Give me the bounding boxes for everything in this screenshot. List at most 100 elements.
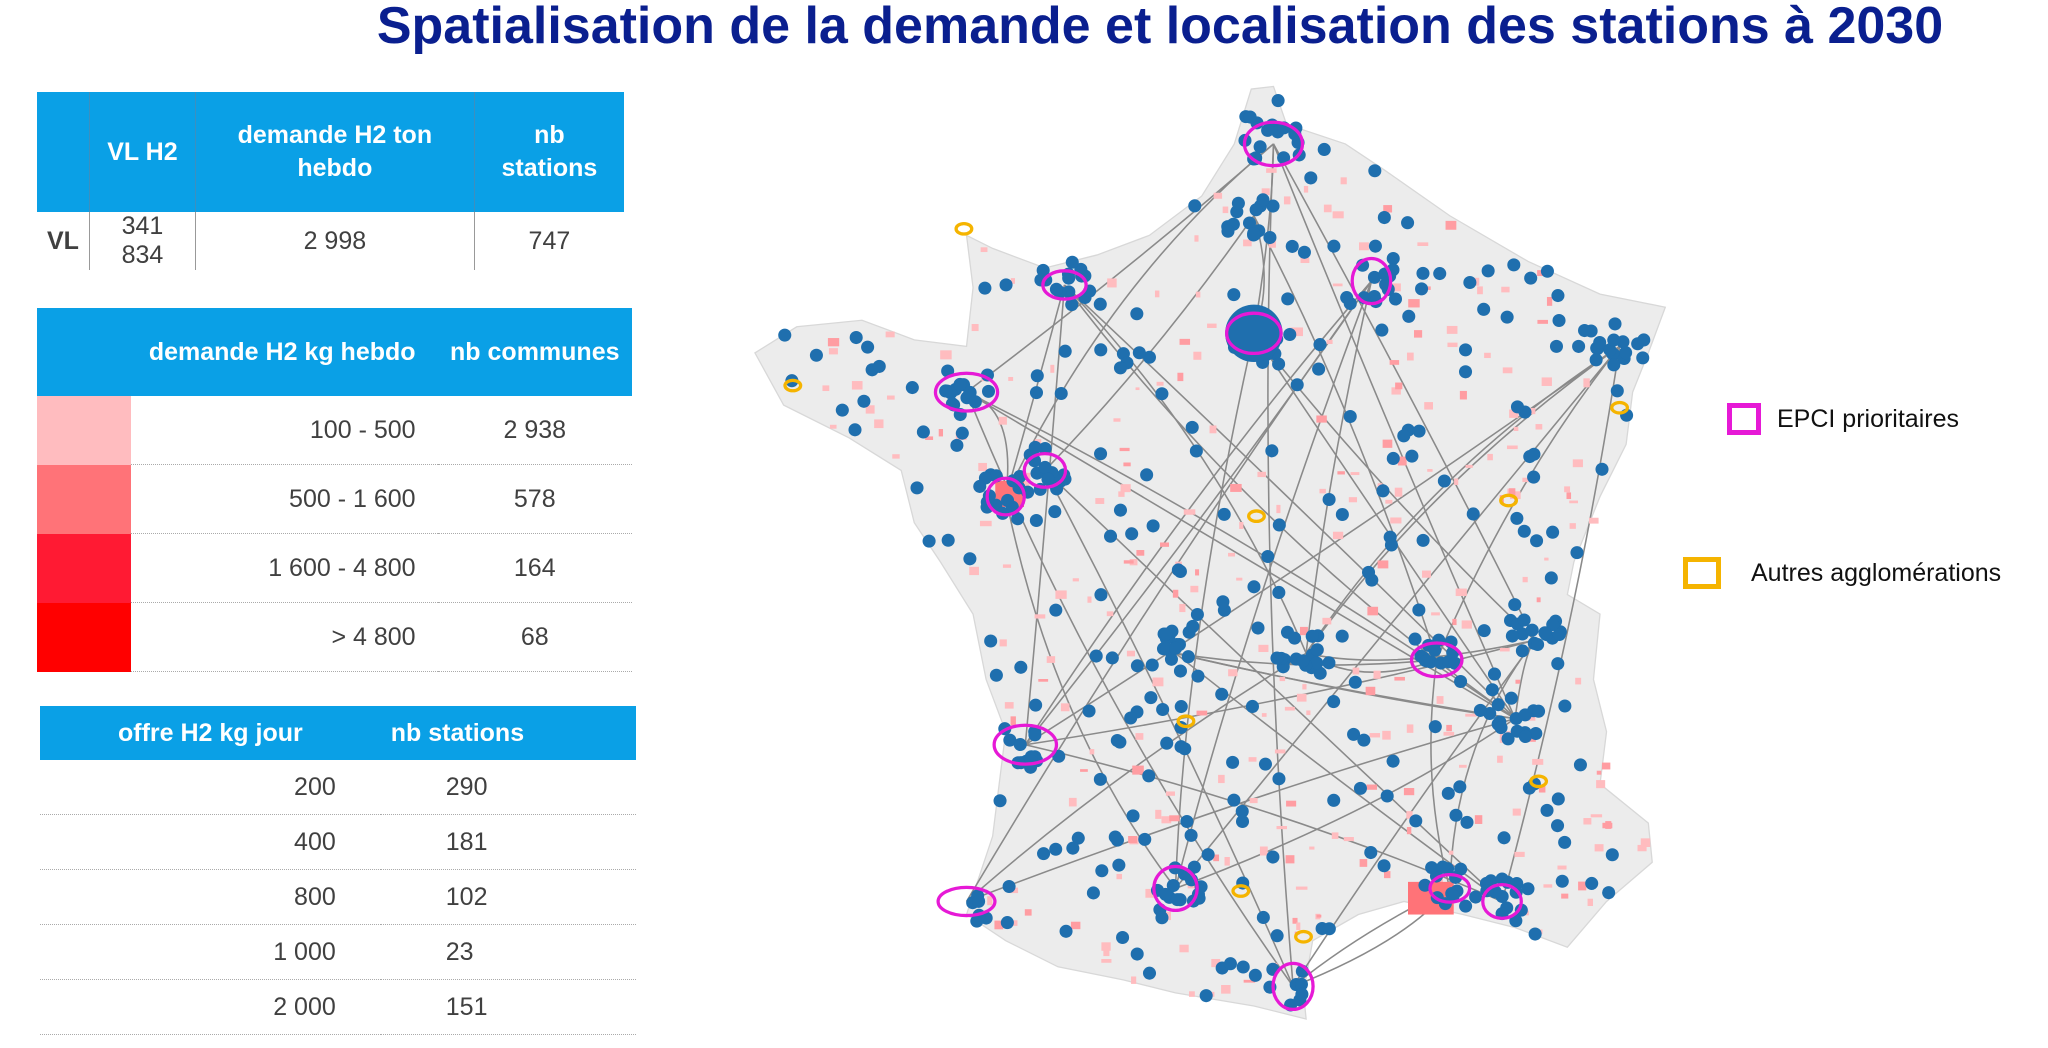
station-dot [1103, 529, 1118, 543]
station-dot [1463, 275, 1477, 290]
station-dot [1028, 440, 1042, 454]
demand-patch [1080, 769, 1088, 772]
demand-patch [1300, 257, 1310, 264]
demand-patch [1179, 603, 1186, 613]
station-dot [1494, 721, 1508, 735]
road [1253, 215, 1438, 661]
station-dot [1310, 643, 1324, 657]
demand-patch [1394, 676, 1405, 681]
demand-patch [1455, 588, 1467, 597]
station-dot [1277, 151, 1291, 165]
demand-patch [1512, 808, 1521, 816]
station-dot [1437, 474, 1451, 488]
demand-patch [1285, 855, 1295, 864]
station-dot [1518, 708, 1532, 722]
demand-patch [1448, 850, 1454, 855]
station-dot [1607, 358, 1621, 372]
demand-patch [980, 247, 988, 253]
station-dot [1166, 879, 1180, 893]
demand-patch [1502, 367, 1513, 374]
table-row: 2 000 151 [40, 979, 636, 1035]
autres-outline [1294, 929, 1313, 944]
station-dot [1532, 704, 1546, 718]
demand-patch [1101, 942, 1111, 951]
demand-patch [1578, 881, 1587, 891]
station-dot [1037, 847, 1051, 861]
station-dot [1521, 882, 1535, 896]
station-dot [1510, 400, 1525, 414]
demand-patch [1536, 597, 1541, 603]
demand-patch [1417, 242, 1429, 247]
station-dot [1038, 441, 1052, 456]
demand-patch [1566, 492, 1572, 500]
station-dot [1507, 258, 1521, 272]
epci-outline [1242, 120, 1305, 168]
station-dot [984, 634, 998, 648]
station-dot [1271, 94, 1285, 108]
demand-patch [1365, 686, 1376, 696]
demand-patch [1316, 914, 1322, 918]
demand-patch [1131, 976, 1137, 984]
demand-patch [1390, 283, 1401, 292]
demand-patch [1161, 816, 1172, 824]
station-dot [1459, 899, 1473, 913]
demand-patch [1343, 837, 1354, 842]
station-dot [1514, 903, 1528, 917]
station-dot [1124, 711, 1138, 725]
demand-patch [1087, 596, 1092, 603]
header-cell: nb stations [380, 706, 636, 760]
demand-patch [1596, 770, 1602, 775]
station-dot [1454, 674, 1468, 689]
demand-patch [1605, 821, 1612, 829]
demand-patch [1452, 618, 1457, 626]
station-dot [809, 348, 823, 362]
station-dot [1270, 929, 1284, 943]
nb-communes-cell: 578 [437, 464, 632, 534]
color-swatch [37, 464, 131, 534]
demand-patch [1302, 684, 1307, 690]
station-dot [955, 426, 969, 440]
demand-patch [1261, 188, 1270, 196]
station-dot [1558, 699, 1572, 713]
station-dot [1593, 336, 1607, 350]
station-dot [1142, 966, 1157, 980]
demand-patch [1332, 283, 1343, 287]
station-dot [1367, 270, 1381, 284]
demand-patch [1239, 522, 1244, 529]
station-dot [1415, 282, 1429, 296]
station-dot [1428, 643, 1442, 657]
demand-patch [1367, 606, 1379, 616]
demand-patch [1422, 570, 1431, 578]
station-dot [1608, 317, 1622, 331]
station-dot [861, 340, 875, 354]
station-dot [1256, 910, 1270, 924]
station-dot [978, 281, 992, 295]
station-dot [1001, 493, 1015, 507]
autres-outline [1176, 714, 1196, 729]
table-row: 1 000 23 [40, 924, 636, 980]
demand-patch [1008, 376, 1014, 381]
demand-patch [1224, 857, 1230, 866]
station-dot [1186, 619, 1200, 633]
station-dot [1062, 271, 1076, 285]
station-dot [1093, 297, 1107, 311]
station-dot [1146, 519, 1160, 533]
demand-patch [1107, 278, 1117, 288]
station-dot [1108, 830, 1122, 844]
station-dot [1589, 353, 1603, 367]
station-dot [1130, 307, 1144, 321]
demand-patch [1601, 762, 1611, 770]
demand-patch [1276, 825, 1288, 830]
demand-patch [1179, 338, 1191, 345]
demand-patch [1594, 844, 1604, 852]
demand-patch [1160, 542, 1170, 547]
demand-patch [1291, 327, 1303, 337]
station-dot [1160, 736, 1174, 750]
epci-outline [933, 371, 1000, 413]
demand-patch [1589, 517, 1599, 524]
station-dot [1401, 216, 1415, 230]
demand-patch [1431, 612, 1440, 616]
demand-patch [1377, 560, 1389, 569]
station-dot [1327, 695, 1341, 709]
station-dot [1528, 927, 1542, 941]
